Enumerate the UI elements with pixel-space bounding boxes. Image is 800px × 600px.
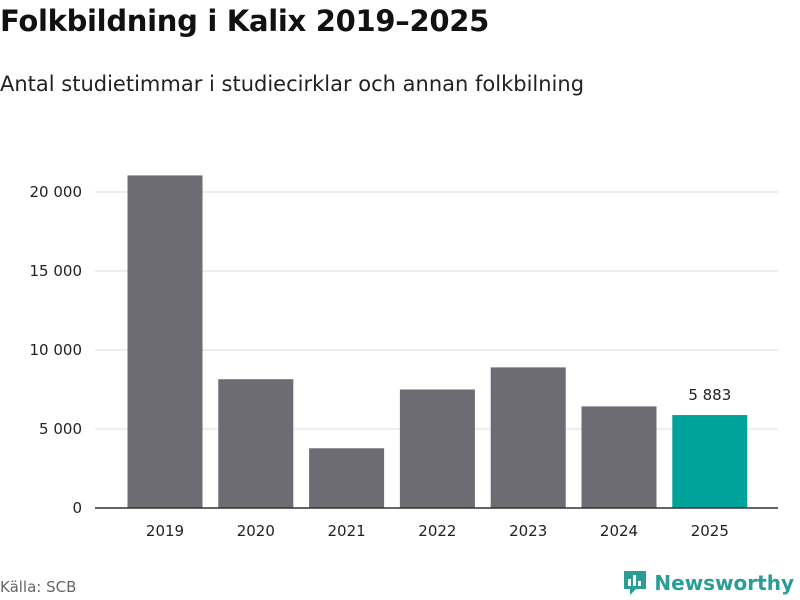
data-labels: 5 883 <box>688 386 731 404</box>
x-tick-label: 2019 <box>146 522 184 540</box>
data-label: 5 883 <box>688 386 731 404</box>
chart-subtitle: Antal studietimmar i studiecirklar och a… <box>0 72 585 96</box>
bar-2025 <box>672 415 748 508</box>
chart-title: Folkbildning i Kalix 2019–2025 <box>0 4 489 38</box>
y-tick-label: 20 000 <box>30 183 83 201</box>
bar-2023 <box>490 367 566 508</box>
bar-2024 <box>581 406 657 508</box>
x-tick-label: 2023 <box>509 522 547 540</box>
newsworthy-logo-icon <box>624 571 647 595</box>
bars <box>127 175 748 508</box>
bar-2022 <box>399 389 475 508</box>
x-tick-label: 2022 <box>418 522 456 540</box>
x-tick-label: 2024 <box>600 522 638 540</box>
y-tick-label: 5 000 <box>39 420 82 438</box>
brand[interactable]: Newsworthy <box>622 569 794 597</box>
y-tick-label: 15 000 <box>30 262 83 280</box>
y-tick-label: 0 <box>72 499 82 517</box>
x-axis-tick-labels: 2019 2020 2021 2022 2023 2024 2025 <box>146 522 729 540</box>
x-tick-label: 2020 <box>237 522 275 540</box>
bar-2019 <box>127 175 203 508</box>
x-tick-label: 2025 <box>691 522 729 540</box>
source-note: Källa: SCB <box>0 578 77 596</box>
x-tick-label: 2021 <box>328 522 366 540</box>
bar-2021 <box>309 448 385 508</box>
bar-2020 <box>218 379 294 508</box>
brand-name: Newsworthy <box>654 571 794 595</box>
y-axis-tick-labels: 0 5 000 10 000 15 000 20 000 <box>30 183 83 517</box>
y-tick-label: 10 000 <box>30 341 83 359</box>
